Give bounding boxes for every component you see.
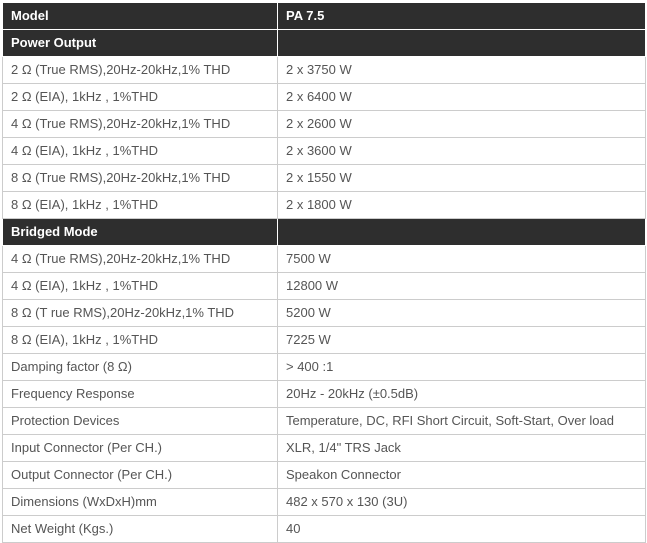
spec-label-cell: 8 Ω (EIA), 1kHz , 1%THD: [2, 326, 278, 354]
table-row: Output Connector (Per CH.) Speakon Conne…: [2, 461, 646, 489]
spec-value-cell: 2 x 3600 W: [277, 137, 646, 165]
spec-value-cell: Speakon Connector: [277, 461, 646, 489]
spec-value-cell: 5200 W: [277, 299, 646, 327]
spec-value-cell: 40: [277, 515, 646, 543]
section-row-bridged-mode: Bridged Mode: [2, 218, 646, 246]
table-row: Damping factor (8 Ω) > 400 :1: [2, 353, 646, 381]
section-title-cell: Power Output: [2, 29, 278, 57]
table-row: 8 Ω (EIA), 1kHz , 1%THD 7225 W: [2, 326, 646, 354]
table-row: 8 Ω (EIA), 1kHz , 1%THD 2 x 1800 W: [2, 191, 646, 219]
spec-value-cell: 2 x 6400 W: [277, 83, 646, 111]
spec-value-cell: > 400 :1: [277, 353, 646, 381]
model-label-cell: Model: [2, 2, 278, 30]
spec-value-cell: XLR, 1/4" TRS Jack: [277, 434, 646, 462]
table-row: 4 Ω (True RMS),20Hz-20kHz,1% THD 2 x 260…: [2, 110, 646, 138]
section-empty-cell: [277, 218, 646, 246]
spec-label-cell: 8 Ω (T rue RMS),20Hz-20kHz,1% THD: [2, 299, 278, 327]
table-row: 4 Ω (True RMS),20Hz-20kHz,1% THD 7500 W: [2, 245, 646, 273]
spec-label-cell: 4 Ω (EIA), 1kHz , 1%THD: [2, 272, 278, 300]
spec-value-cell: 2 x 3750 W: [277, 56, 646, 84]
spec-label-cell: Frequency Response: [2, 380, 278, 408]
section-row-power-output: Power Output: [2, 29, 646, 57]
spec-value-cell: 2 x 2600 W: [277, 110, 646, 138]
spec-label-cell: 4 Ω (EIA), 1kHz , 1%THD: [2, 137, 278, 165]
spec-label-cell: Dimensions (WxDxH)mm: [2, 488, 278, 516]
spec-label-cell: Output Connector (Per CH.): [2, 461, 278, 489]
spec-value-cell: 2 x 1800 W: [277, 191, 646, 219]
spec-value-cell: 7500 W: [277, 245, 646, 273]
spec-value-cell: 7225 W: [277, 326, 646, 354]
spec-label-cell: 2 Ω (True RMS),20Hz-20kHz,1% THD: [2, 56, 278, 84]
table-row: 2 Ω (True RMS),20Hz-20kHz,1% THD 2 x 375…: [2, 56, 646, 84]
model-value-cell: PA 7.5: [277, 2, 646, 30]
table-row: Frequency Response 20Hz - 20kHz (±0.5dB): [2, 380, 646, 408]
section-empty-cell: [277, 29, 646, 57]
spec-label-cell: Protection Devices: [2, 407, 278, 435]
table-row: 4 Ω (EIA), 1kHz , 1%THD 12800 W: [2, 272, 646, 300]
spec-label-cell: Damping factor (8 Ω): [2, 353, 278, 381]
section-title-cell: Bridged Mode: [2, 218, 278, 246]
spec-label-cell: Net Weight (Kgs.): [2, 515, 278, 543]
spec-label-cell: 8 Ω (True RMS),20Hz-20kHz,1% THD: [2, 164, 278, 192]
spec-value-cell: 2 x 1550 W: [277, 164, 646, 192]
table-row: Input Connector (Per CH.) XLR, 1/4" TRS …: [2, 434, 646, 462]
spec-value-cell: Temperature, DC, RFI Short Circuit, Soft…: [277, 407, 646, 435]
table-row: Dimensions (WxDxH)mm 482 x 570 x 130 (3U…: [2, 488, 646, 516]
spec-value-cell: 482 x 570 x 130 (3U): [277, 488, 646, 516]
table-row: Net Weight (Kgs.) 40: [2, 515, 646, 543]
spec-value-cell: 12800 W: [277, 272, 646, 300]
spec-label-cell: 8 Ω (EIA), 1kHz , 1%THD: [2, 191, 278, 219]
table-row: 8 Ω (True RMS),20Hz-20kHz,1% THD 2 x 155…: [2, 164, 646, 192]
spec-label-cell: Input Connector (Per CH.): [2, 434, 278, 462]
spec-label-cell: 2 Ω (EIA), 1kHz , 1%THD: [2, 83, 278, 111]
table-row: 4 Ω (EIA), 1kHz , 1%THD 2 x 3600 W: [2, 137, 646, 165]
table-row: 2 Ω (EIA), 1kHz , 1%THD 2 x 6400 W: [2, 83, 646, 111]
spec-label-cell: 4 Ω (True RMS),20Hz-20kHz,1% THD: [2, 110, 278, 138]
spec-value-cell: 20Hz - 20kHz (±0.5dB): [277, 380, 646, 408]
table-row: Protection Devices Temperature, DC, RFI …: [2, 407, 646, 435]
header-row: Model PA 7.5: [2, 2, 646, 30]
spec-label-cell: 4 Ω (True RMS),20Hz-20kHz,1% THD: [2, 245, 278, 273]
table-row: 8 Ω (T rue RMS),20Hz-20kHz,1% THD 5200 W: [2, 299, 646, 327]
